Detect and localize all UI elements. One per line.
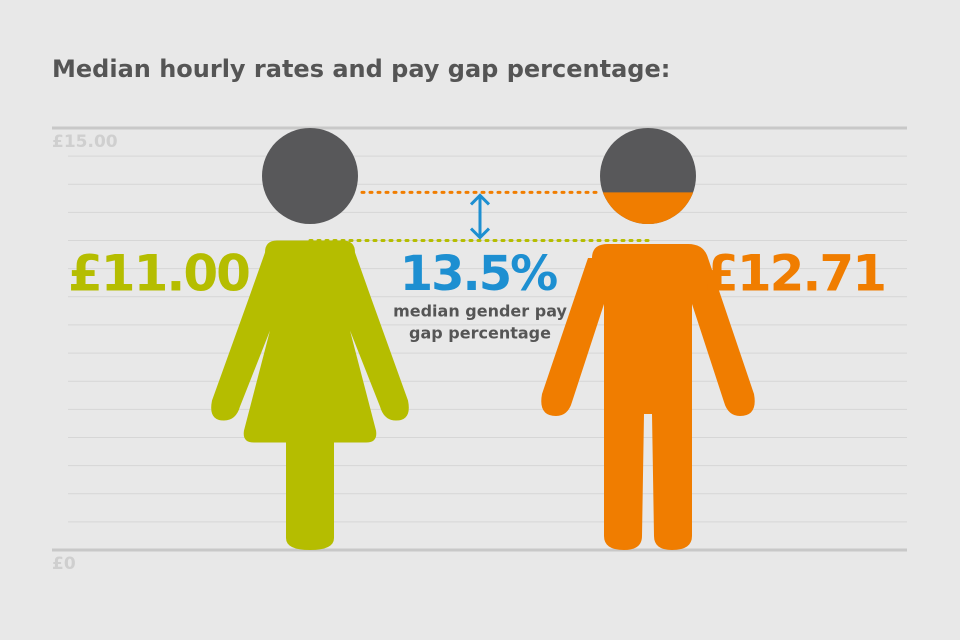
figure — [211, 240, 409, 551]
figure — [541, 244, 755, 550]
gap-caption: gap percentage — [409, 324, 551, 343]
y-tick-label: £15.00 — [52, 132, 118, 152]
value-label: £11.00 — [68, 245, 249, 303]
head-fill — [602, 192, 694, 224]
gap-label: 13.5% — [400, 246, 557, 302]
head — [262, 128, 358, 224]
gap-caption: median gender pay — [393, 302, 567, 321]
value-label: £12.71 — [704, 245, 885, 303]
arrow-head — [469, 227, 491, 240]
arrow-head — [469, 193, 491, 206]
y-tick-label: £0 — [52, 554, 76, 574]
chart-title: Median hourly rates and pay gap percenta… — [52, 55, 670, 83]
